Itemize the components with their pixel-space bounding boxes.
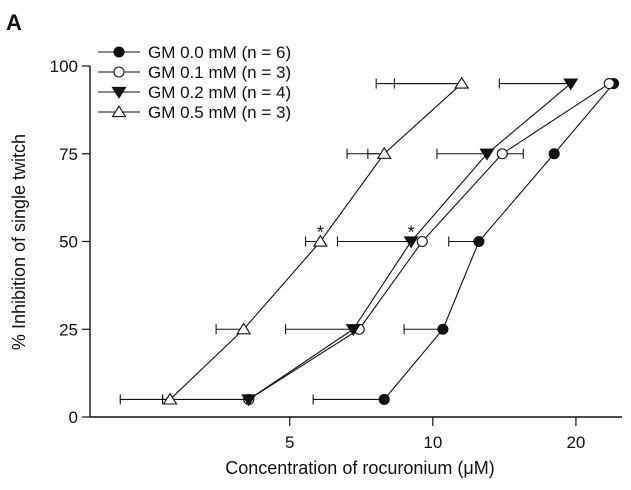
y-tick-label: 25: [59, 320, 78, 339]
data-point: [416, 235, 428, 248]
y-tick-label: 50: [59, 233, 78, 252]
data-point: [162, 392, 178, 405]
series: [161, 78, 579, 407]
data-point: [312, 234, 328, 247]
legend-item: GM 0.0 mM (n = 6): [98, 43, 291, 62]
legend-label: GM 0.0 mM (n = 6): [148, 43, 291, 62]
series: [312, 78, 620, 406]
legend-label: GM 0.2 mM (n = 4): [148, 83, 291, 102]
data-point: [454, 76, 470, 89]
y-tick-label: 75: [59, 145, 78, 164]
legend-item: GM 0.2 mM (n = 4): [98, 83, 291, 102]
annotation-layer: * *: [317, 223, 415, 243]
x-axis-label: Concentration of rocuronium (μM): [225, 458, 494, 478]
data-point: [376, 146, 392, 159]
x-ticks: 5 10 20: [285, 417, 585, 452]
series: [119, 76, 470, 405]
data-point: [236, 322, 252, 335]
significance-marker: *: [408, 223, 415, 243]
data-point: [111, 86, 127, 99]
data-point: [603, 78, 615, 90]
data-point: [378, 393, 390, 406]
x-tick-label: 20: [566, 433, 585, 452]
data-point: [113, 66, 125, 78]
data-point: [403, 236, 419, 249]
data-point: [548, 148, 560, 160]
panel-label: A: [6, 10, 22, 35]
series: [243, 78, 615, 406]
legend: GM 0.0 mM (n = 6)GM 0.1 mM (n = 3)GM 0.2…: [98, 43, 291, 122]
data-point: [496, 148, 508, 160]
series-line: [248, 83, 610, 400]
y-tick-label: 100: [50, 57, 78, 76]
y-axis-label: % Inhibition of single twitch: [9, 134, 29, 350]
x-tick-label: 5: [285, 433, 294, 452]
y-ticks: 0 25 50 75 100: [50, 57, 90, 427]
data-point: [479, 148, 495, 161]
legend-label: GM 0.1 mM (n = 3): [148, 63, 291, 82]
legend-label: GM 0.5 mM (n = 3): [148, 103, 291, 122]
legend-item: GM 0.5 mM (n = 3): [98, 103, 291, 122]
y-tick-label: 0: [69, 408, 78, 427]
legend-item: GM 0.1 mM (n = 3): [98, 63, 291, 82]
data-point: [345, 324, 361, 337]
significance-marker: *: [317, 223, 324, 243]
data-point: [241, 394, 257, 407]
data-point: [473, 235, 485, 248]
data-point: [111, 105, 127, 118]
data-point: [113, 46, 125, 58]
data-point: [437, 323, 449, 335]
series-layer: [119, 76, 620, 407]
x-tick-label: 10: [423, 433, 442, 452]
data-point: [563, 78, 579, 91]
